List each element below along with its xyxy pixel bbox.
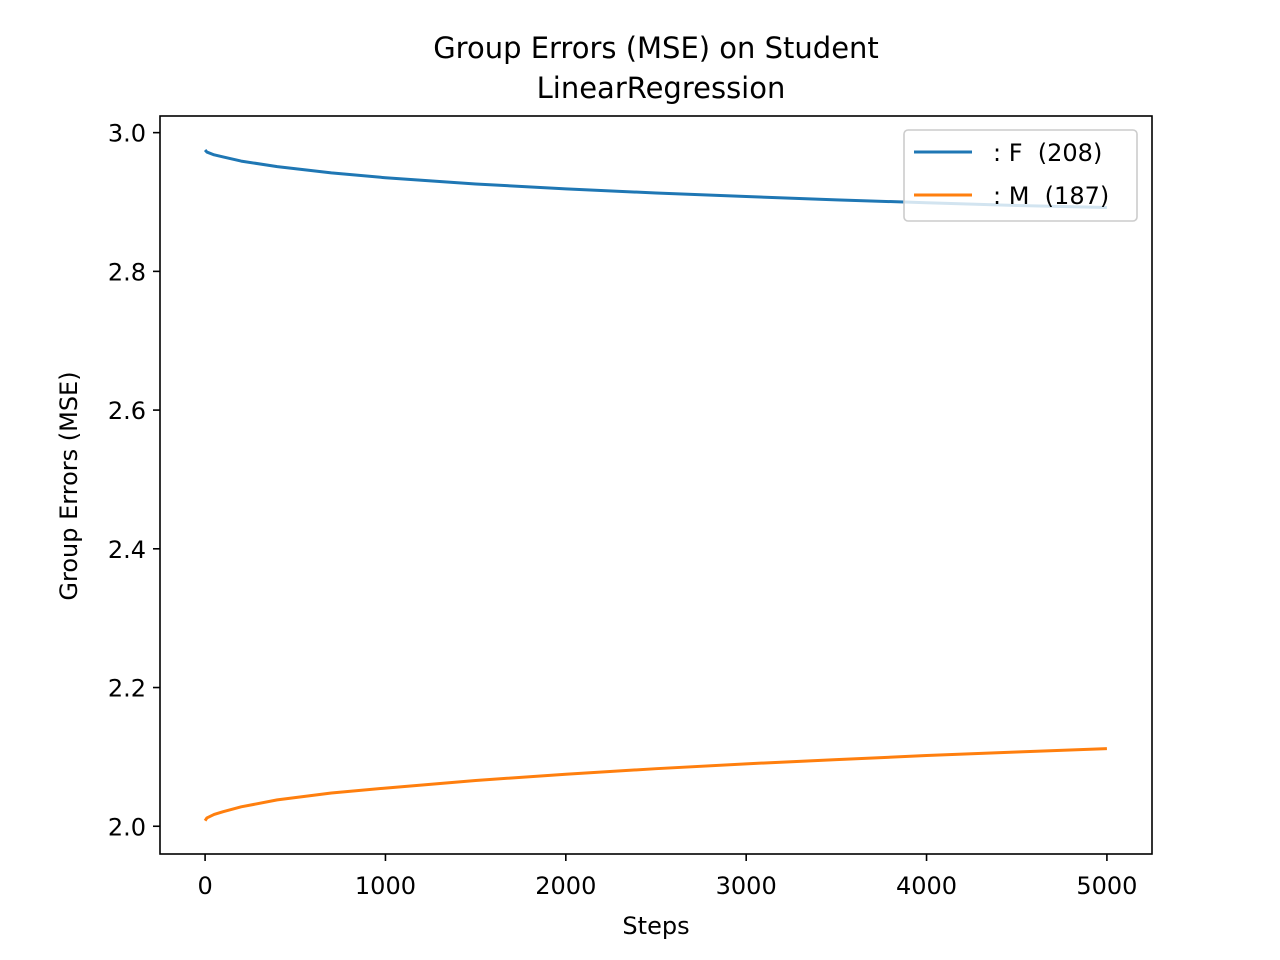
legend-label-m: : M (187) — [993, 182, 1109, 210]
y-tick-label: 2.4 — [108, 536, 146, 564]
series-line-m — [203, 747, 1107, 822]
series-line-f — [203, 149, 1107, 210]
y-tick-label: 2.6 — [108, 397, 146, 425]
plot-background — [160, 116, 1152, 854]
y-axis: 2.0 2.2 2.4 2.6 2.8 3.0 — [108, 120, 160, 841]
x-tick-label: 1000 — [355, 872, 416, 900]
x-axis-label: Steps — [622, 912, 689, 940]
x-tick-label: 3000 — [716, 872, 777, 900]
plot-frame — [159, 115, 1153, 855]
x-tick-label: 0 — [197, 872, 212, 900]
x-axis: 0 1000 2000 3000 4000 5000 — [197, 854, 1137, 900]
series-lines — [203, 149, 1107, 822]
y-tick-label: 3.0 — [108, 120, 146, 148]
y-axis-label: Group Errors (MSE) — [55, 371, 83, 600]
x-tick-label: 2000 — [535, 872, 596, 900]
y-tick-label: 2.0 — [108, 813, 146, 841]
x-tick-label: 4000 — [896, 872, 957, 900]
chart-title: Group Errors (MSE) on Student — [433, 31, 879, 65]
legend-label-f: : F (208) — [993, 139, 1102, 167]
y-tick-label: 2.2 — [108, 675, 146, 703]
plot-area — [159, 115, 1153, 855]
y-tick-label: 2.8 — [108, 258, 146, 286]
legend: : F (208) : M (187) — [903, 129, 1138, 222]
chart-subtitle: LinearRegression — [537, 71, 786, 105]
x-tick-label: 5000 — [1076, 872, 1137, 900]
